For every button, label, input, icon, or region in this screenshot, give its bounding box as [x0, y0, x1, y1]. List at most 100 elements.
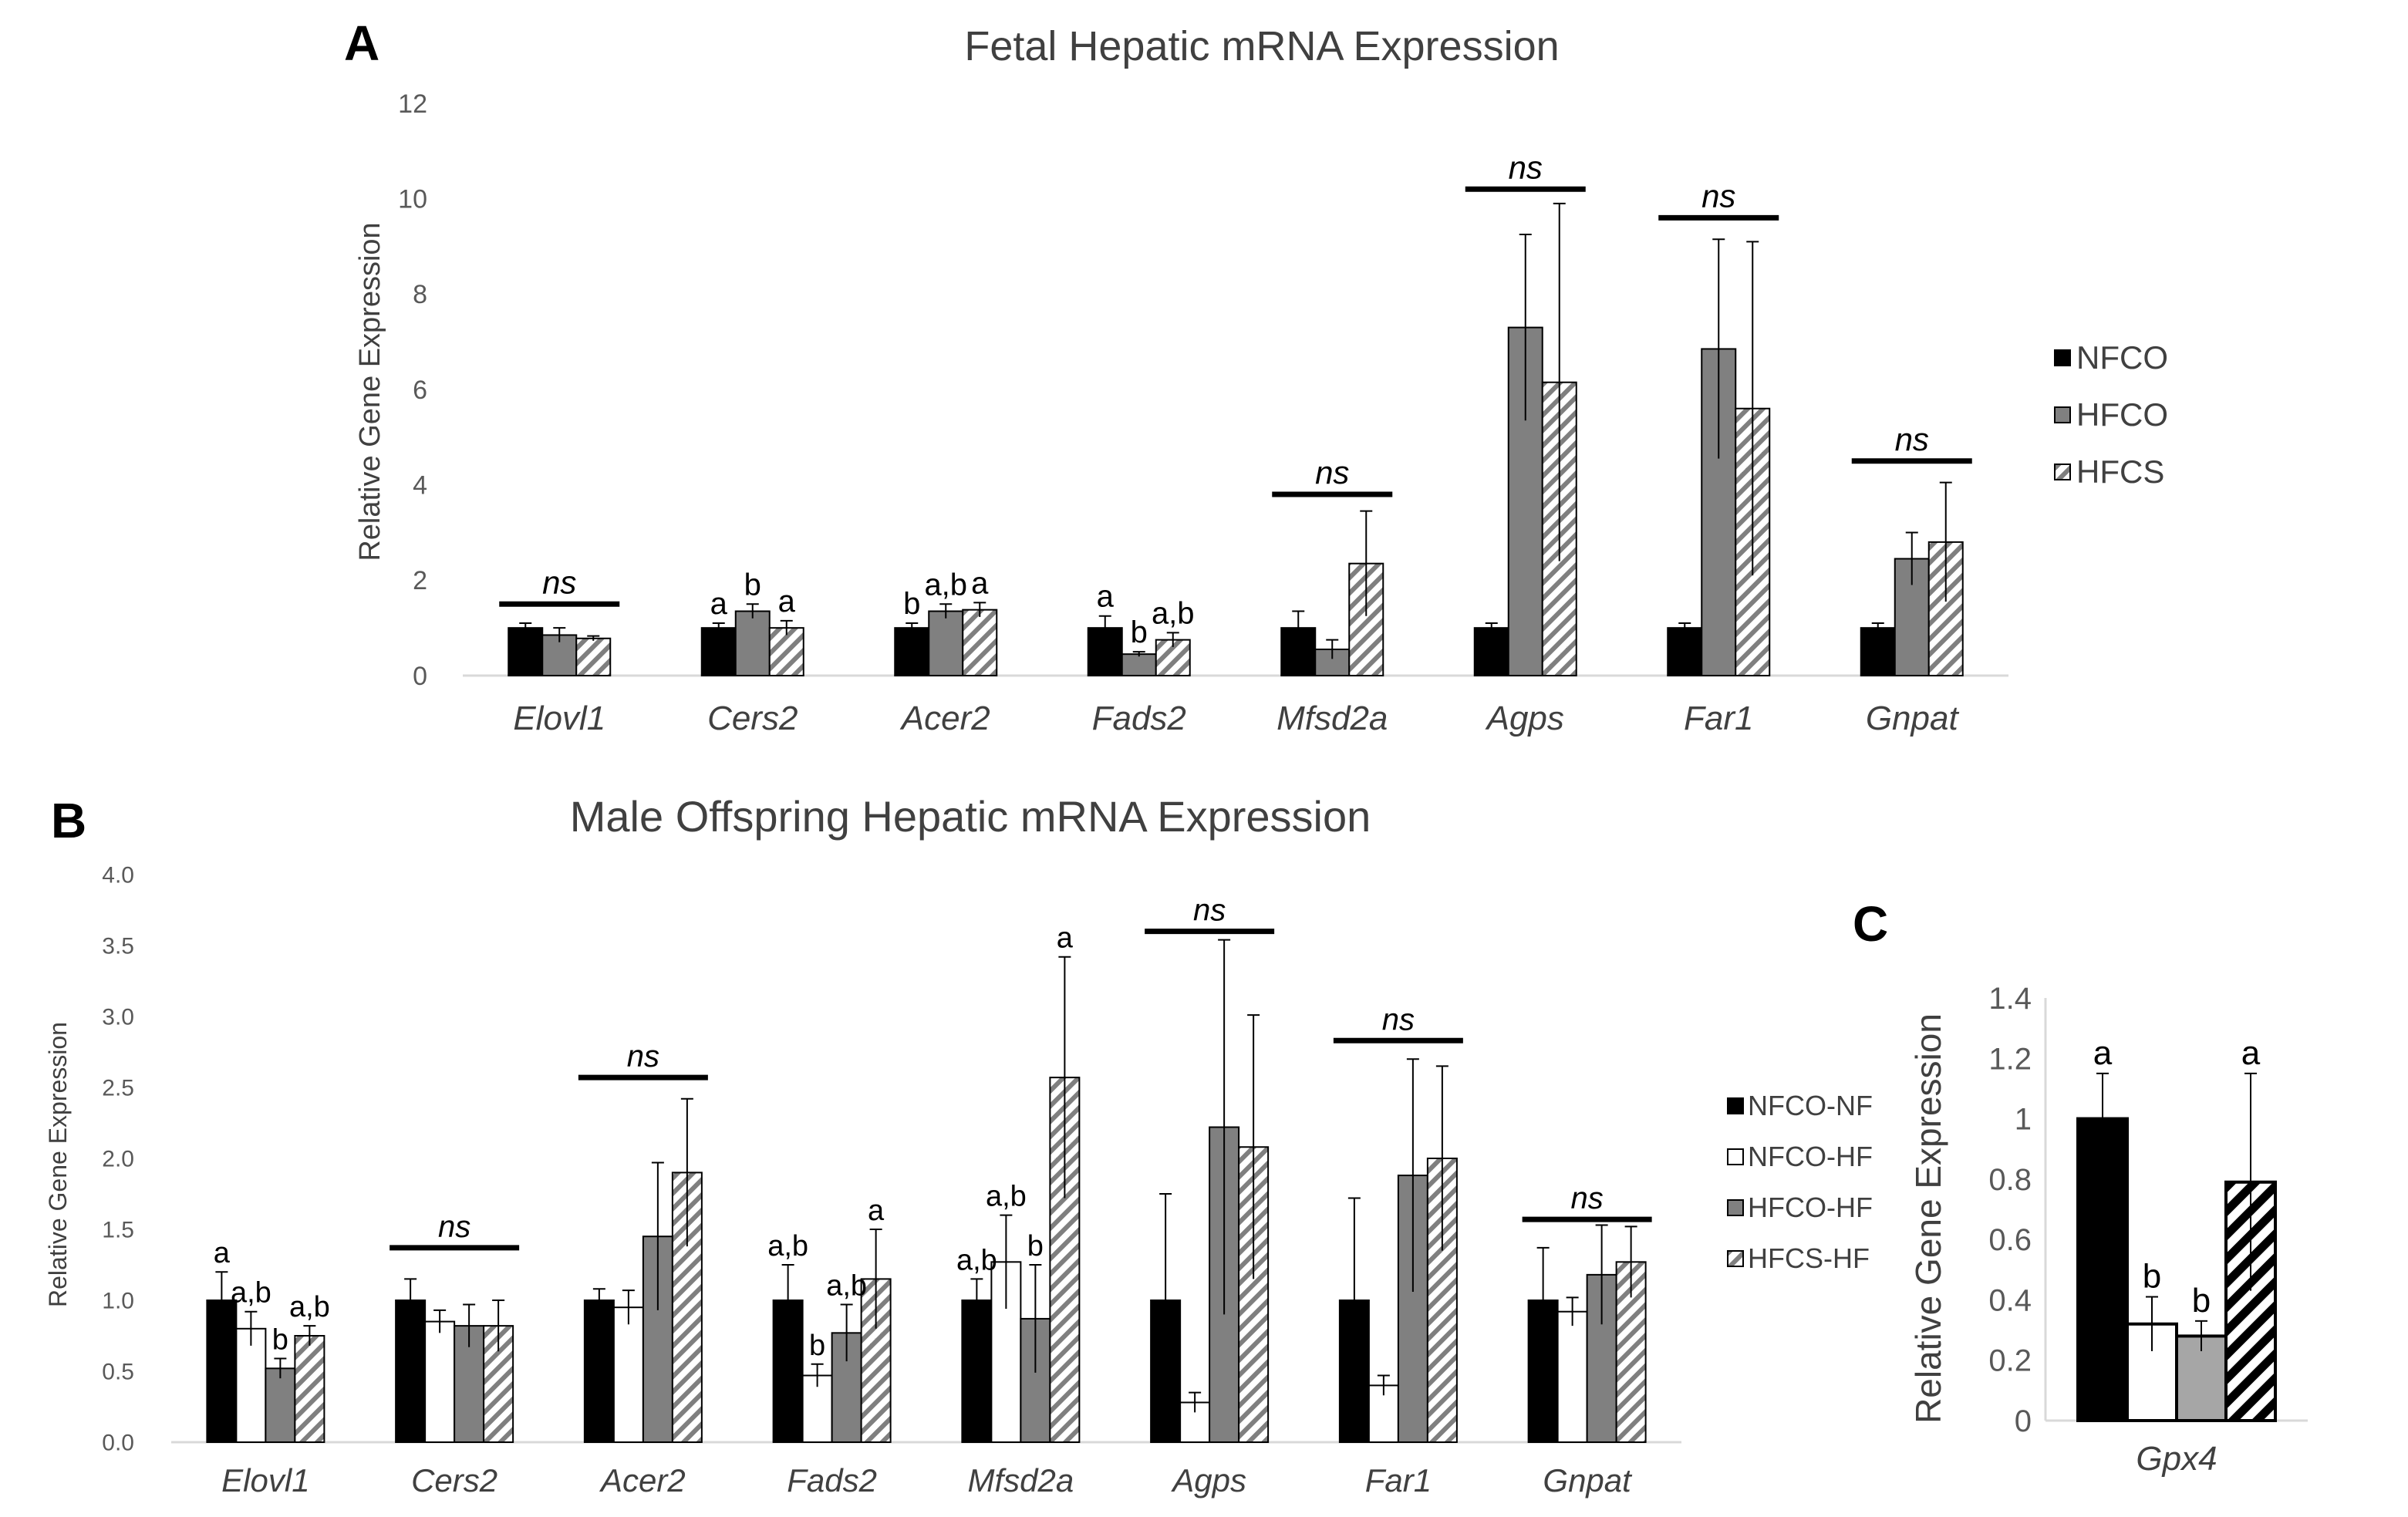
panel-letter-a: A [344, 15, 379, 71]
x-tick-label: Gnpat [1543, 1462, 1633, 1498]
significance-label: a [868, 1195, 885, 1227]
y-tick-label: 0 [2015, 1404, 2032, 1438]
significance-label: b [2192, 1282, 2211, 1320]
significance-label: a,b [1152, 596, 1195, 630]
y-tick-label: 12 [398, 89, 427, 119]
y-tick-label: 0.4 [1988, 1283, 2032, 1317]
bar [265, 1367, 296, 1443]
legend-swatch-nfco-hf [1727, 1148, 1744, 1165]
significance-label: b [2143, 1258, 2161, 1296]
legend-b: NFCO-NF NFCO-HF HFCO-HF HFCS-HF [1727, 1090, 1873, 1274]
y-tick-label: 0.2 [1988, 1344, 2032, 1378]
ns-label: ns [627, 1040, 659, 1074]
significance-label: a,b [986, 1181, 1027, 1213]
x-tick-label: Mfsd2a [1277, 700, 1388, 737]
y-tick-label: 0.5 [102, 1360, 134, 1385]
bar [768, 627, 804, 677]
significance-label: b [272, 1323, 288, 1356]
significance-label: a [1097, 580, 1115, 614]
chart-c: 0 0.2 0.4 0.6 0.8 1 1.2 1.4 Gpx4 a bb a [1988, 982, 2308, 1478]
significance-label: a,b [767, 1230, 808, 1262]
significance-label: a [2093, 1034, 2113, 1072]
x-tick-label: Mfsd2a [968, 1462, 1074, 1498]
bar [2076, 1117, 2129, 1422]
bar [1556, 1310, 1588, 1443]
x-tick-label: Gpx4 [2136, 1440, 2217, 1478]
x-tick-label: Cers2 [707, 700, 798, 737]
bar [424, 1320, 456, 1443]
y-tick-label: 0.6 [1988, 1223, 2032, 1257]
bar [700, 627, 737, 677]
panel-letter-b: B [51, 793, 86, 848]
legend-label-hfcs: HFCS [2076, 453, 2164, 490]
ns-label: ns [1315, 454, 1349, 490]
bar [1150, 1300, 1182, 1443]
ns-label: ns [438, 1210, 470, 1244]
bar [508, 627, 544, 677]
y-tick-label: 10 [398, 185, 427, 214]
x-tick-label: Agps [1485, 700, 1564, 737]
significance-label: b [809, 1330, 825, 1362]
significance-label: a [710, 587, 728, 621]
legend-label-hfco-hf: HFCO-HF [1748, 1192, 1873, 1223]
ylabel-c: Relative Gene Expression [1908, 1013, 1948, 1424]
y-tick-label: 0.8 [1988, 1163, 2032, 1197]
y-tick-label: 3.0 [102, 1005, 134, 1030]
y-tick-label: 2.0 [102, 1147, 134, 1172]
bar [395, 1300, 427, 1443]
y-tick-label: 1.4 [1988, 982, 2032, 1016]
y-tick-label: 0.0 [102, 1431, 134, 1456]
panel-letter-c: C [1853, 896, 1888, 952]
bar [575, 637, 612, 677]
y-tick-label: 6 [413, 376, 427, 405]
y-tick-label: 4.0 [102, 863, 134, 888]
bar [1667, 627, 1703, 677]
significance-label: a,b [924, 568, 967, 602]
significance-label: a [1057, 922, 1074, 955]
x-tick-label: Gnpat [1866, 700, 1960, 737]
significance-label: b [1027, 1230, 1044, 1262]
bar [894, 627, 930, 677]
ns-label: ns [542, 564, 576, 600]
legend-swatch-hfco-hf [1727, 1199, 1744, 1216]
bar [1473, 627, 1509, 677]
legend-label-hfcs-hf: HFCS-HF [1748, 1242, 1870, 1274]
significance-label: a [778, 585, 796, 619]
bar [583, 1300, 615, 1443]
ns-label: ns [1382, 1003, 1415, 1037]
bar [612, 1306, 644, 1443]
ylabel-b: Relative Gene Expression [44, 1022, 72, 1307]
y-tick-label: 1.0 [102, 1289, 134, 1314]
ns-label: ns [1701, 177, 1735, 214]
bar [1155, 639, 1191, 676]
significance-label: b [744, 568, 761, 602]
y-tick-label: 2.5 [102, 1076, 134, 1101]
bar [235, 1327, 267, 1444]
y-tick-label: 3.5 [102, 934, 134, 959]
x-tick-label: Far1 [1684, 700, 1753, 737]
bar [962, 608, 998, 676]
significance-label: a,b [289, 1291, 330, 1323]
y-tick-label: 4 [413, 471, 427, 501]
bar [928, 610, 964, 677]
chart-b: 0.0 0.5 1.0 1.5 2.0 2.5 3.0 3.5 4.0 Elovl1 Cers2 Ac… [102, 863, 1681, 1498]
x-tick-label: Fads2 [1092, 700, 1186, 737]
x-tick-label: Elovl1 [513, 700, 605, 737]
legend-swatch-nfco-nf [1727, 1097, 1744, 1114]
chart-title-b: Male Offspring Hepatic mRNA Expression [570, 792, 1371, 841]
x-tick-label: Elovl1 [221, 1462, 309, 1498]
significance-label: b [903, 587, 920, 621]
significance-label: a,b [231, 1277, 271, 1310]
ns-label: ns [1509, 149, 1543, 185]
y-tick-label: 8 [413, 280, 427, 309]
y-tick-label: 1 [2015, 1103, 2032, 1137]
x-tick-label: Acer2 [599, 1462, 686, 1498]
bar [294, 1335, 325, 1443]
legend-label-nfco: NFCO [2076, 339, 2168, 376]
legend-label-nfco-hf: NFCO-HF [1748, 1141, 1873, 1172]
legend-swatch-nfco [2054, 349, 2071, 366]
x-tick-label: Far1 [1365, 1462, 1432, 1498]
bar [1121, 653, 1157, 676]
chart-a: 0 2 4 6 8 10 12 Elovl1 Cers2 Acer2 Fads2 Mfsd2a Agps… [398, 89, 2008, 737]
